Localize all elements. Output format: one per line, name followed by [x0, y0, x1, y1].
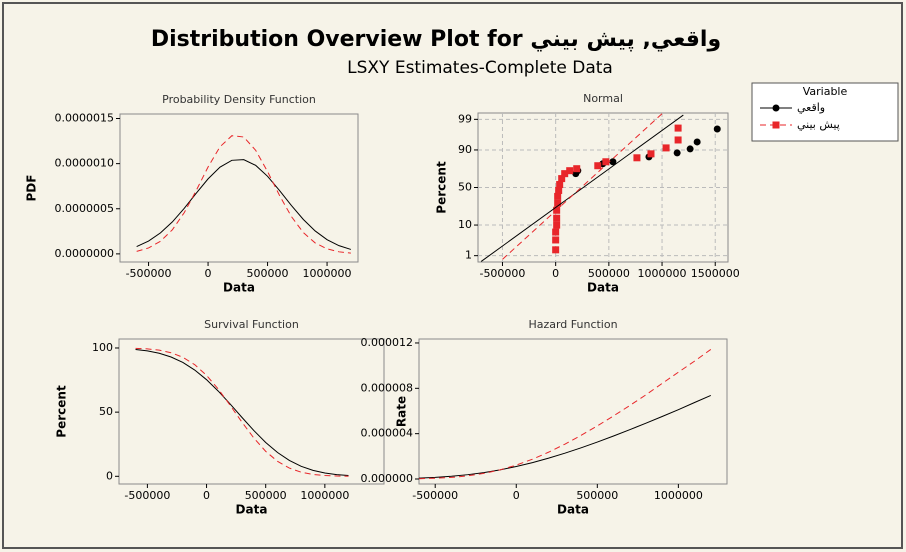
point	[647, 150, 655, 158]
chart-title: Distribution Overview Plot for واقعي, پي…	[151, 27, 721, 52]
x-tick-label: 0	[205, 267, 212, 280]
y-tick-label: 10	[458, 218, 472, 231]
x-tick-label: 1000000	[300, 489, 349, 502]
x-tick-label: -500000	[124, 489, 170, 502]
legend-marker	[772, 121, 780, 129]
y-tick-label: 90	[458, 143, 472, 156]
point	[558, 175, 566, 183]
point	[554, 192, 562, 200]
point	[552, 246, 560, 254]
y-tick-label: 0.000012	[361, 336, 414, 349]
point	[686, 145, 694, 153]
plot-marks	[136, 135, 352, 254]
plot-marks	[419, 349, 712, 480]
series-line	[480, 114, 684, 262]
series-line	[419, 395, 711, 479]
x-axis-label: Data	[557, 503, 589, 517]
plot-frame	[119, 113, 359, 263]
series-line	[136, 135, 351, 254]
x-axis-label: Data	[236, 503, 268, 517]
y-tick-label: 0.0000005	[55, 202, 115, 215]
x-tick-label: -500000	[479, 267, 525, 280]
point	[633, 154, 641, 162]
y-tick-label: 0	[106, 469, 113, 482]
point	[554, 199, 562, 207]
x-tick-label: 1500000	[691, 267, 740, 280]
x-tick-label: -500000	[412, 489, 458, 502]
point	[662, 144, 670, 152]
plot-frame	[477, 112, 729, 263]
legend-box	[751, 82, 899, 142]
y-axis-label: Percent	[435, 161, 449, 214]
x-axis-label: Data	[223, 281, 255, 295]
x-tick-label: 0	[513, 489, 520, 502]
x-tick-label: 1000000	[638, 267, 687, 280]
plot-frame	[118, 338, 385, 485]
point	[594, 162, 602, 170]
x-tick-label: 0	[203, 489, 210, 502]
point	[713, 125, 721, 133]
point	[555, 186, 563, 194]
point	[674, 124, 682, 132]
point	[552, 236, 560, 244]
y-tick-label: 0.0000015	[55, 112, 115, 125]
legend-label: واقعي	[797, 101, 825, 114]
point	[561, 170, 569, 178]
plot-marks	[135, 347, 349, 477]
legend: Variable	[751, 82, 899, 142]
point	[609, 158, 617, 166]
y-axis-label: PDF	[25, 175, 39, 202]
series-line	[419, 349, 712, 480]
x-tick-label: 500000	[588, 267, 630, 280]
plot-title: Normal	[583, 92, 623, 105]
x-axis-label: Data	[587, 281, 619, 295]
x-tick-label: 500000	[247, 267, 289, 280]
x-tick-label: -500000	[126, 267, 172, 280]
y-tick-label: 0.0000010	[55, 157, 115, 170]
y-tick-label: 100	[92, 341, 113, 354]
point	[556, 181, 564, 189]
y-tick-label: 0.0000000	[55, 247, 115, 260]
plot-title: Survival Function	[204, 318, 299, 331]
y-axis-label: Percent	[55, 385, 69, 438]
chart-subtitle: LSXY Estimates-Complete Data	[347, 58, 613, 78]
x-tick-label: 500000	[576, 489, 618, 502]
plot-marks	[480, 113, 721, 262]
x-tick-label: 500000	[245, 489, 287, 502]
point	[552, 228, 560, 236]
y-tick-label: 50	[458, 181, 472, 194]
y-tick-label: 1	[465, 249, 472, 262]
point	[573, 165, 581, 173]
x-tick-label: 1000000	[654, 489, 703, 502]
y-tick-label: 0.000000	[361, 472, 414, 485]
point	[553, 214, 561, 222]
point	[566, 167, 574, 175]
y-tick-label: 0.000004	[361, 427, 414, 440]
legend-label: پيش بيني	[797, 118, 840, 131]
point	[553, 221, 561, 229]
point	[693, 138, 701, 146]
series-line	[135, 349, 349, 476]
series-line	[135, 347, 349, 477]
plot-frame	[418, 338, 728, 485]
legend-marker	[772, 104, 780, 112]
y-axis-label: Rate	[395, 396, 409, 427]
y-tick-label: 0.000008	[361, 381, 414, 394]
plot-title: Hazard Function	[528, 318, 617, 331]
legend-title: Variable	[803, 85, 848, 98]
series-line	[136, 159, 352, 250]
plot-title: Probability Density Function	[162, 93, 316, 106]
point	[673, 149, 681, 157]
point	[602, 158, 610, 166]
x-tick-label: 0	[552, 267, 559, 280]
point	[674, 136, 682, 144]
x-tick-label: 1000000	[303, 267, 352, 280]
series-line	[502, 113, 663, 260]
y-tick-label: 99	[458, 112, 472, 125]
y-tick-label: 50	[99, 405, 113, 418]
